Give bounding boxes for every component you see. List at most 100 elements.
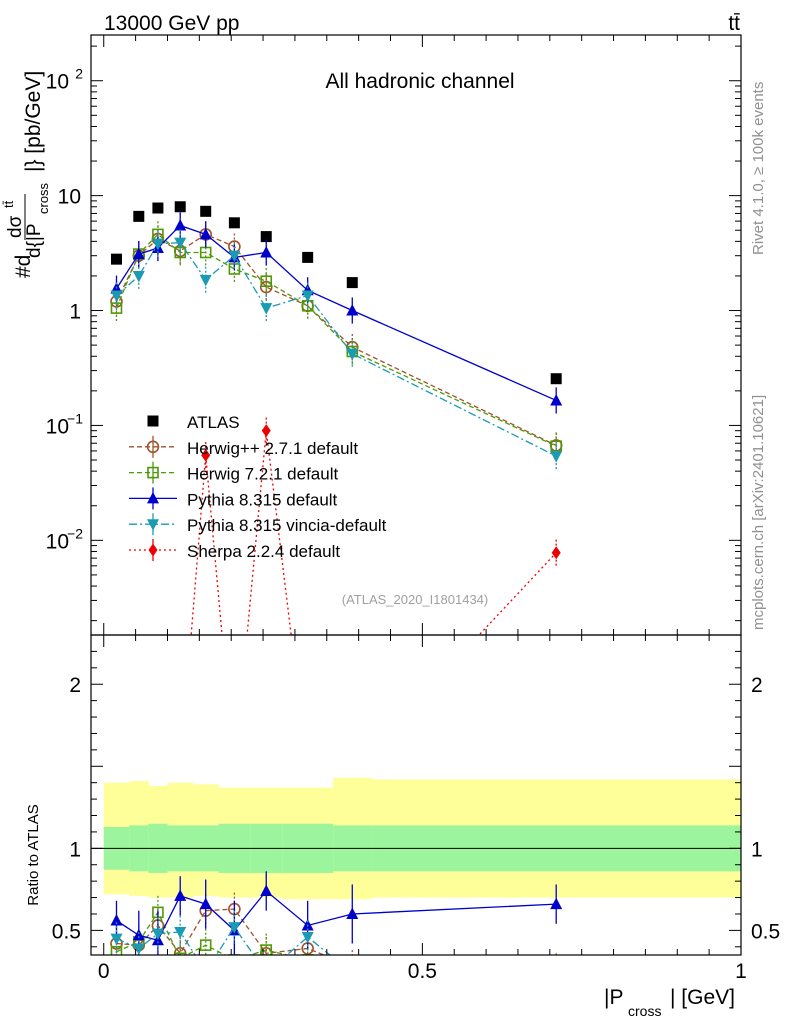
y-tick-label: 10 [46,530,69,553]
ratio-point-herwig7 [551,965,561,975]
point-pythia [346,304,359,316]
mcplots-label: mcplots.cern.ch [arXiv:2401.10621] [750,395,767,630]
y-tick-label: 10 [46,415,69,438]
y-tick-exponent: −1 [67,410,83,426]
series-herwig7 [110,221,562,460]
ratio-point-herwig7 [301,954,314,955]
legend-label-herwigpp: Herwig++ 2.7.1 default [187,439,358,458]
svg-text:d{|P: d{|P [24,223,45,258]
svg-text:cross: cross [36,182,51,214]
x-tick-label: 0.5 [408,960,437,983]
point-vincia [228,250,241,263]
legend-entry-atlas: ATLAS [147,413,240,432]
main-series [110,201,563,635]
legend-entry-herwigpp: Herwig++ 2.7.1 default [129,435,358,458]
legend-label-vincia: Pythia 8.315 vincia-default [187,516,387,535]
legend-entry-sherpa: Sherpa 2.2.4 default [129,539,340,561]
ratio-frame [90,634,742,956]
ratio-series-vincia [110,910,562,985]
series-atlas [110,201,562,385]
main-ylabel: #d dσ tt̄ d{|P cross |} [pb/GeV] [1,71,51,278]
ratio-point-pythia [260,884,273,896]
ratio-tick-label-right: 0.5 [751,920,780,943]
legend-label-herwig7: Herwig 7.2.1 default [187,465,338,484]
rivet-label: Rivet 4.1.0, ≥ 100k events [750,82,767,255]
point-pythia [550,393,563,406]
ratio-point-vincia [200,966,212,978]
point-atlas [200,205,212,217]
point-pythia [199,227,212,240]
svg-text:cross: cross [628,1003,661,1019]
legend-entry-pythia: Pythia 8.315 default [129,487,338,510]
legend-label-atlas: ATLAS [187,413,240,432]
series-line-pythia [115,224,557,402]
series-sherpa [190,417,561,635]
point-atlas [152,202,164,214]
svg-text:| [GeV]: | [GeV] [670,986,735,1009]
x-axis-label: |P cross | [GeV] [604,986,735,1019]
ratio-point-herwig7 [199,939,212,951]
point-pythia [174,218,187,231]
point-pythia [132,247,145,260]
legend-marker-sherpa [148,543,158,557]
energy-label: 13000 GeV pp [104,12,239,35]
point-vincia [132,270,145,283]
ratio-point-pythia [346,907,359,919]
ratio-point-pythia [199,897,212,910]
ratio-point-vincia [260,968,272,980]
x-tick-label: 1 [735,960,747,983]
ratio-series-herwig7 [110,895,561,976]
ratio-point-herwigpp [551,964,562,975]
ratio-point-herwigpp [347,961,358,972]
ratio-tick-label-right: 2 [751,674,763,697]
svg-text:|} [pb/GeV]: |} [pb/GeV] [22,71,45,172]
point-sherpa [551,546,561,560]
point-vincia [151,238,164,251]
point-atlas [302,251,314,263]
point-atlas [174,201,186,213]
y-tick-label: 10 [46,71,69,94]
point-vincia [346,348,359,361]
point-atlas [346,277,358,289]
series-line-herwigpp [115,233,557,446]
ratio-point-vincia [550,973,562,985]
legend-label-pythia: Pythia 8.315 default [187,490,338,509]
ratio-tick-label: 0.5 [52,920,81,943]
y-tick-label: 1 [69,301,81,324]
ratio-line-pythia [116,890,557,941]
point-vincia [550,451,563,463]
svg-text:#d: #d [12,255,35,278]
svg-text:tt̄: tt̄ [1,200,16,208]
legend-entry-herwig7: Herwig 7.2.1 default [129,461,338,484]
ratio-point-herwig7 [228,954,241,955]
legend-marker-herwig7 [147,466,159,479]
ratio-tick-label-right: 1 [751,838,763,861]
ratio-point-herwig7 [347,966,357,976]
legend-marker-herwigpp [146,440,160,454]
point-vincia [110,290,123,303]
ratio-line-vincia [116,925,332,955]
ratio-point-herwig7 [174,952,187,955]
y-tick-exponent: −2 [67,525,83,541]
point-atlas [228,217,240,229]
ratio-line-herwig7 [116,911,290,955]
point-atlas [550,373,562,385]
svg-text:|P: |P [604,986,623,1009]
ratio-point-vincia [110,933,123,946]
point-pythia [260,245,273,258]
ratio-point-vincia [228,922,241,934]
analysis-label: (ATLAS_2020_I1801434) [342,592,488,607]
point-sherpa [261,424,271,438]
ratio-point-pythia [174,889,187,901]
legend-marker-vincia [147,519,159,531]
point-vincia [199,274,212,287]
point-sherpa [201,448,211,462]
point-atlas [260,231,272,243]
y-tick-label: 10 [58,186,81,209]
process-label: tt̄ [728,12,740,35]
ratio-point-pythia [132,928,145,941]
legend-marker-pythia [147,491,159,504]
point-herwig7 [260,275,273,287]
ratio-bands [91,777,741,900]
